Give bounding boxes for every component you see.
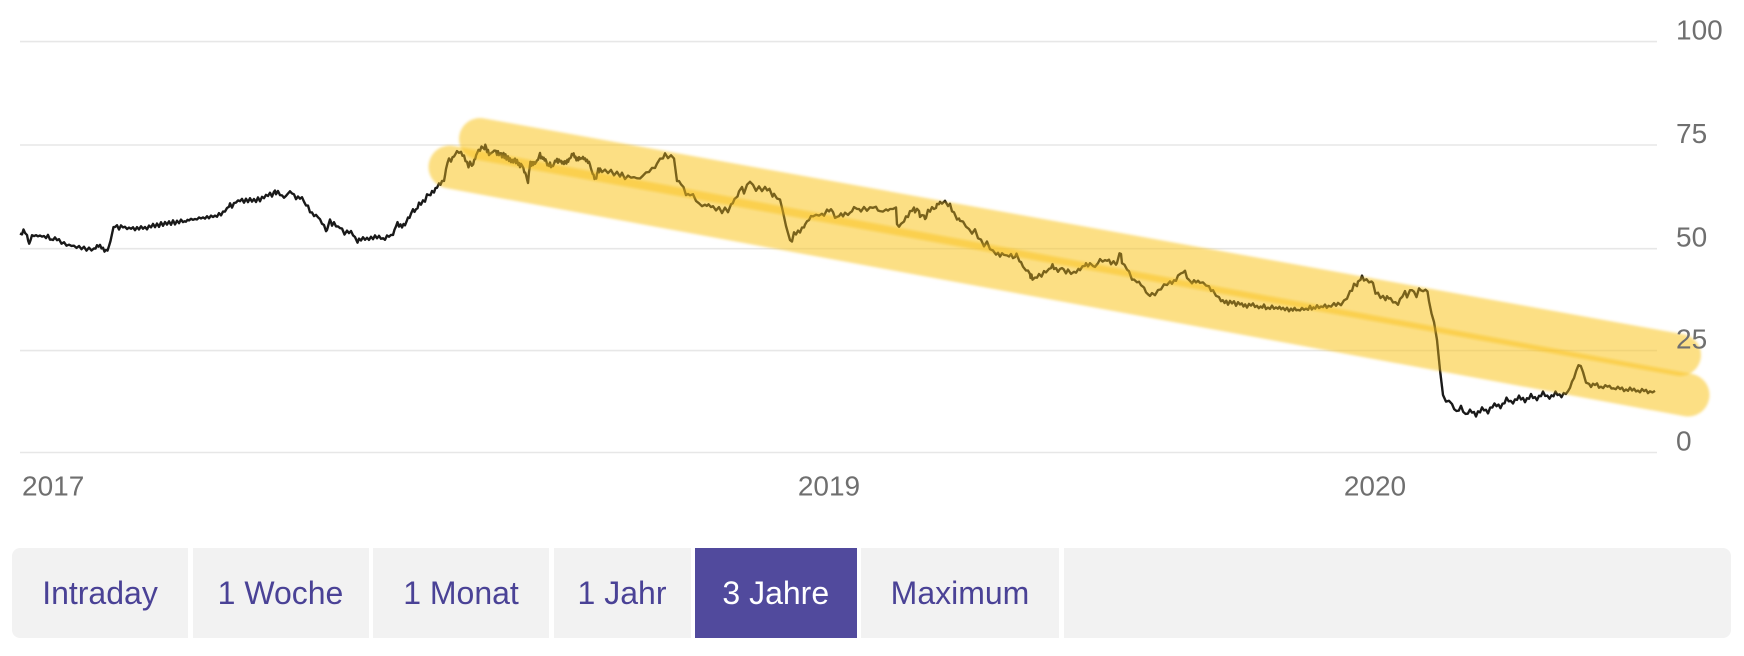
svg-text:75: 75 — [1676, 118, 1707, 149]
svg-text:2019: 2019 — [798, 471, 860, 502]
svg-text:2020: 2020 — [1344, 471, 1406, 502]
svg-text:100: 100 — [1676, 14, 1723, 45]
svg-text:0: 0 — [1676, 425, 1692, 456]
svg-text:25: 25 — [1676, 323, 1707, 354]
svg-text:2017: 2017 — [22, 471, 84, 502]
svg-text:50: 50 — [1676, 222, 1707, 253]
